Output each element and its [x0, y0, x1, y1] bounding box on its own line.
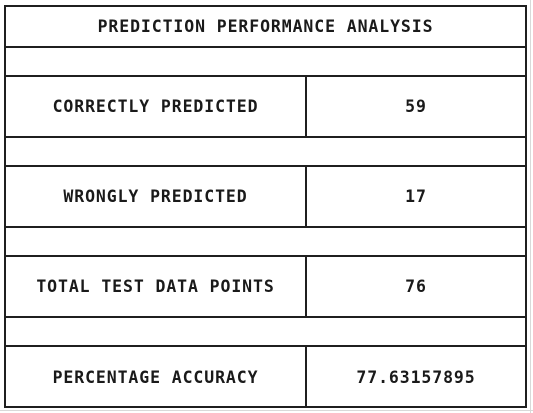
sheet-gridline	[530, 0, 531, 413]
sheet-gridline	[0, 410, 533, 411]
row-divider	[4, 345, 527, 347]
table-border-top	[4, 5, 527, 7]
value-total-test-data-points: 76	[405, 277, 427, 296]
label-wrongly-predicted: WRONGLY PREDICTED	[63, 186, 248, 206]
row-divider	[4, 316, 527, 318]
table-border-bottom	[4, 406, 527, 408]
table-border-right	[525, 5, 527, 408]
row-divider	[4, 136, 527, 138]
row-divider	[4, 226, 527, 228]
value-correctly-predicted: 59	[405, 97, 427, 116]
row-divider	[4, 46, 527, 48]
value-cell-wrongly-predicted[interactable]: 17	[306, 166, 526, 226]
column-divider	[305, 166, 307, 227]
column-divider	[305, 346, 307, 407]
row-divider	[4, 75, 527, 77]
row-divider	[4, 255, 527, 257]
table-title: PREDICTION PERFORMANCE ANALYSIS	[97, 16, 434, 36]
label-cell-correctly-predicted[interactable]: CORRECTLY PREDICTED	[5, 77, 306, 136]
row-divider	[4, 165, 527, 167]
value-wrongly-predicted: 17	[405, 186, 427, 206]
value-percentage-accuracy: 77.63157895	[356, 367, 476, 387]
label-correctly-predicted: CORRECTLY PREDICTED	[52, 97, 259, 116]
label-cell-total-test-data-points[interactable]: TOTAL TEST DATA POINTS	[5, 257, 306, 316]
value-cell-correctly-predicted[interactable]: 59	[306, 77, 526, 136]
table-title-cell[interactable]: PREDICTION PERFORMANCE ANALYSIS	[5, 6, 526, 46]
column-divider	[305, 256, 307, 317]
label-total-test-data-points: TOTAL TEST DATA POINTS	[36, 277, 275, 296]
label-cell-percentage-accuracy[interactable]: PERCENTAGE ACCURACY	[5, 347, 306, 407]
value-cell-total-test-data-points[interactable]: 76	[306, 257, 526, 316]
column-divider	[305, 76, 307, 137]
label-cell-wrongly-predicted[interactable]: WRONGLY PREDICTED	[5, 166, 306, 226]
table-border-left	[4, 5, 6, 408]
label-percentage-accuracy: PERCENTAGE ACCURACY	[52, 367, 259, 387]
value-cell-percentage-accuracy[interactable]: 77.63157895	[306, 347, 526, 407]
